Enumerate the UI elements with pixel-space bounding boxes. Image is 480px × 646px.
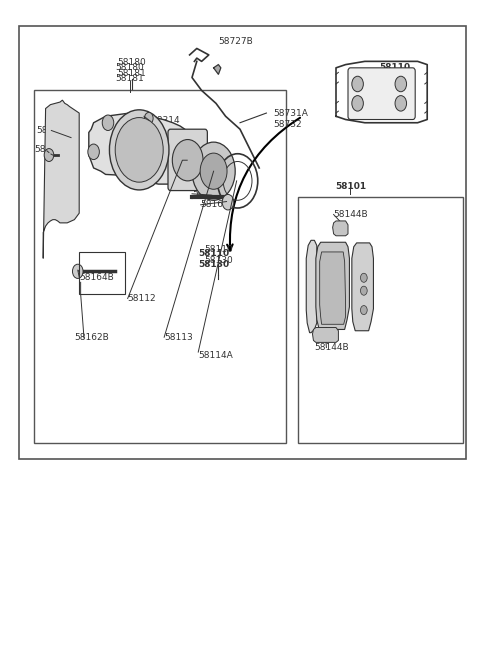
Text: 58161B: 58161B (192, 189, 227, 198)
Text: 58726: 58726 (158, 171, 187, 180)
Circle shape (109, 110, 169, 190)
Text: 58112: 58112 (127, 294, 156, 303)
Circle shape (200, 153, 227, 189)
Circle shape (144, 112, 153, 124)
Circle shape (133, 130, 141, 141)
Circle shape (203, 166, 215, 183)
Text: 58114A: 58114A (198, 351, 233, 360)
Polygon shape (316, 242, 349, 329)
Circle shape (395, 96, 407, 111)
Text: 58125: 58125 (34, 145, 63, 154)
Polygon shape (43, 100, 79, 258)
Text: 58162B: 58162B (74, 333, 109, 342)
Polygon shape (320, 252, 346, 324)
Text: 58130: 58130 (198, 260, 229, 269)
Circle shape (72, 264, 83, 278)
Text: 58101: 58101 (335, 182, 366, 191)
Bar (79, 252, 125, 294)
Text: 58731A: 58731A (274, 109, 309, 118)
Polygon shape (352, 243, 373, 331)
Text: 58163B: 58163B (36, 126, 72, 135)
Circle shape (102, 115, 114, 130)
Circle shape (360, 286, 367, 295)
Polygon shape (312, 328, 338, 342)
Text: 58144B: 58144B (334, 210, 368, 219)
Text: 58144B: 58144B (314, 343, 349, 352)
FancyBboxPatch shape (168, 129, 207, 191)
Text: 58110: 58110 (379, 63, 410, 72)
Text: 58130: 58130 (379, 75, 410, 84)
Circle shape (352, 76, 363, 92)
FancyBboxPatch shape (348, 68, 415, 120)
Text: 58181: 58181 (115, 74, 144, 83)
Text: 58110: 58110 (198, 249, 229, 258)
Polygon shape (306, 240, 317, 333)
FancyBboxPatch shape (34, 90, 286, 443)
FancyBboxPatch shape (298, 197, 463, 443)
Text: 58164B: 58164B (79, 273, 114, 282)
Circle shape (222, 194, 234, 210)
Circle shape (352, 96, 363, 111)
Polygon shape (214, 65, 221, 74)
Polygon shape (333, 221, 348, 236)
Text: 1751GC: 1751GC (169, 184, 205, 193)
Polygon shape (89, 113, 190, 184)
Circle shape (360, 306, 367, 315)
Circle shape (192, 142, 235, 200)
Text: 58164B: 58164B (201, 200, 235, 209)
Text: 58125F: 58125F (126, 132, 159, 141)
Text: 58180: 58180 (115, 63, 144, 72)
Circle shape (44, 149, 54, 162)
Text: 58110
58130: 58110 58130 (204, 245, 233, 265)
Text: 58314: 58314 (151, 116, 180, 125)
Text: 58727B: 58727B (218, 37, 252, 47)
Circle shape (88, 144, 99, 160)
Circle shape (395, 76, 407, 92)
Text: 58113: 58113 (164, 333, 193, 342)
Circle shape (115, 118, 163, 182)
Text: 58180
58181: 58180 58181 (118, 58, 146, 78)
Circle shape (172, 140, 203, 181)
Text: 58732: 58732 (274, 120, 302, 129)
Circle shape (360, 273, 367, 282)
FancyBboxPatch shape (19, 26, 466, 459)
